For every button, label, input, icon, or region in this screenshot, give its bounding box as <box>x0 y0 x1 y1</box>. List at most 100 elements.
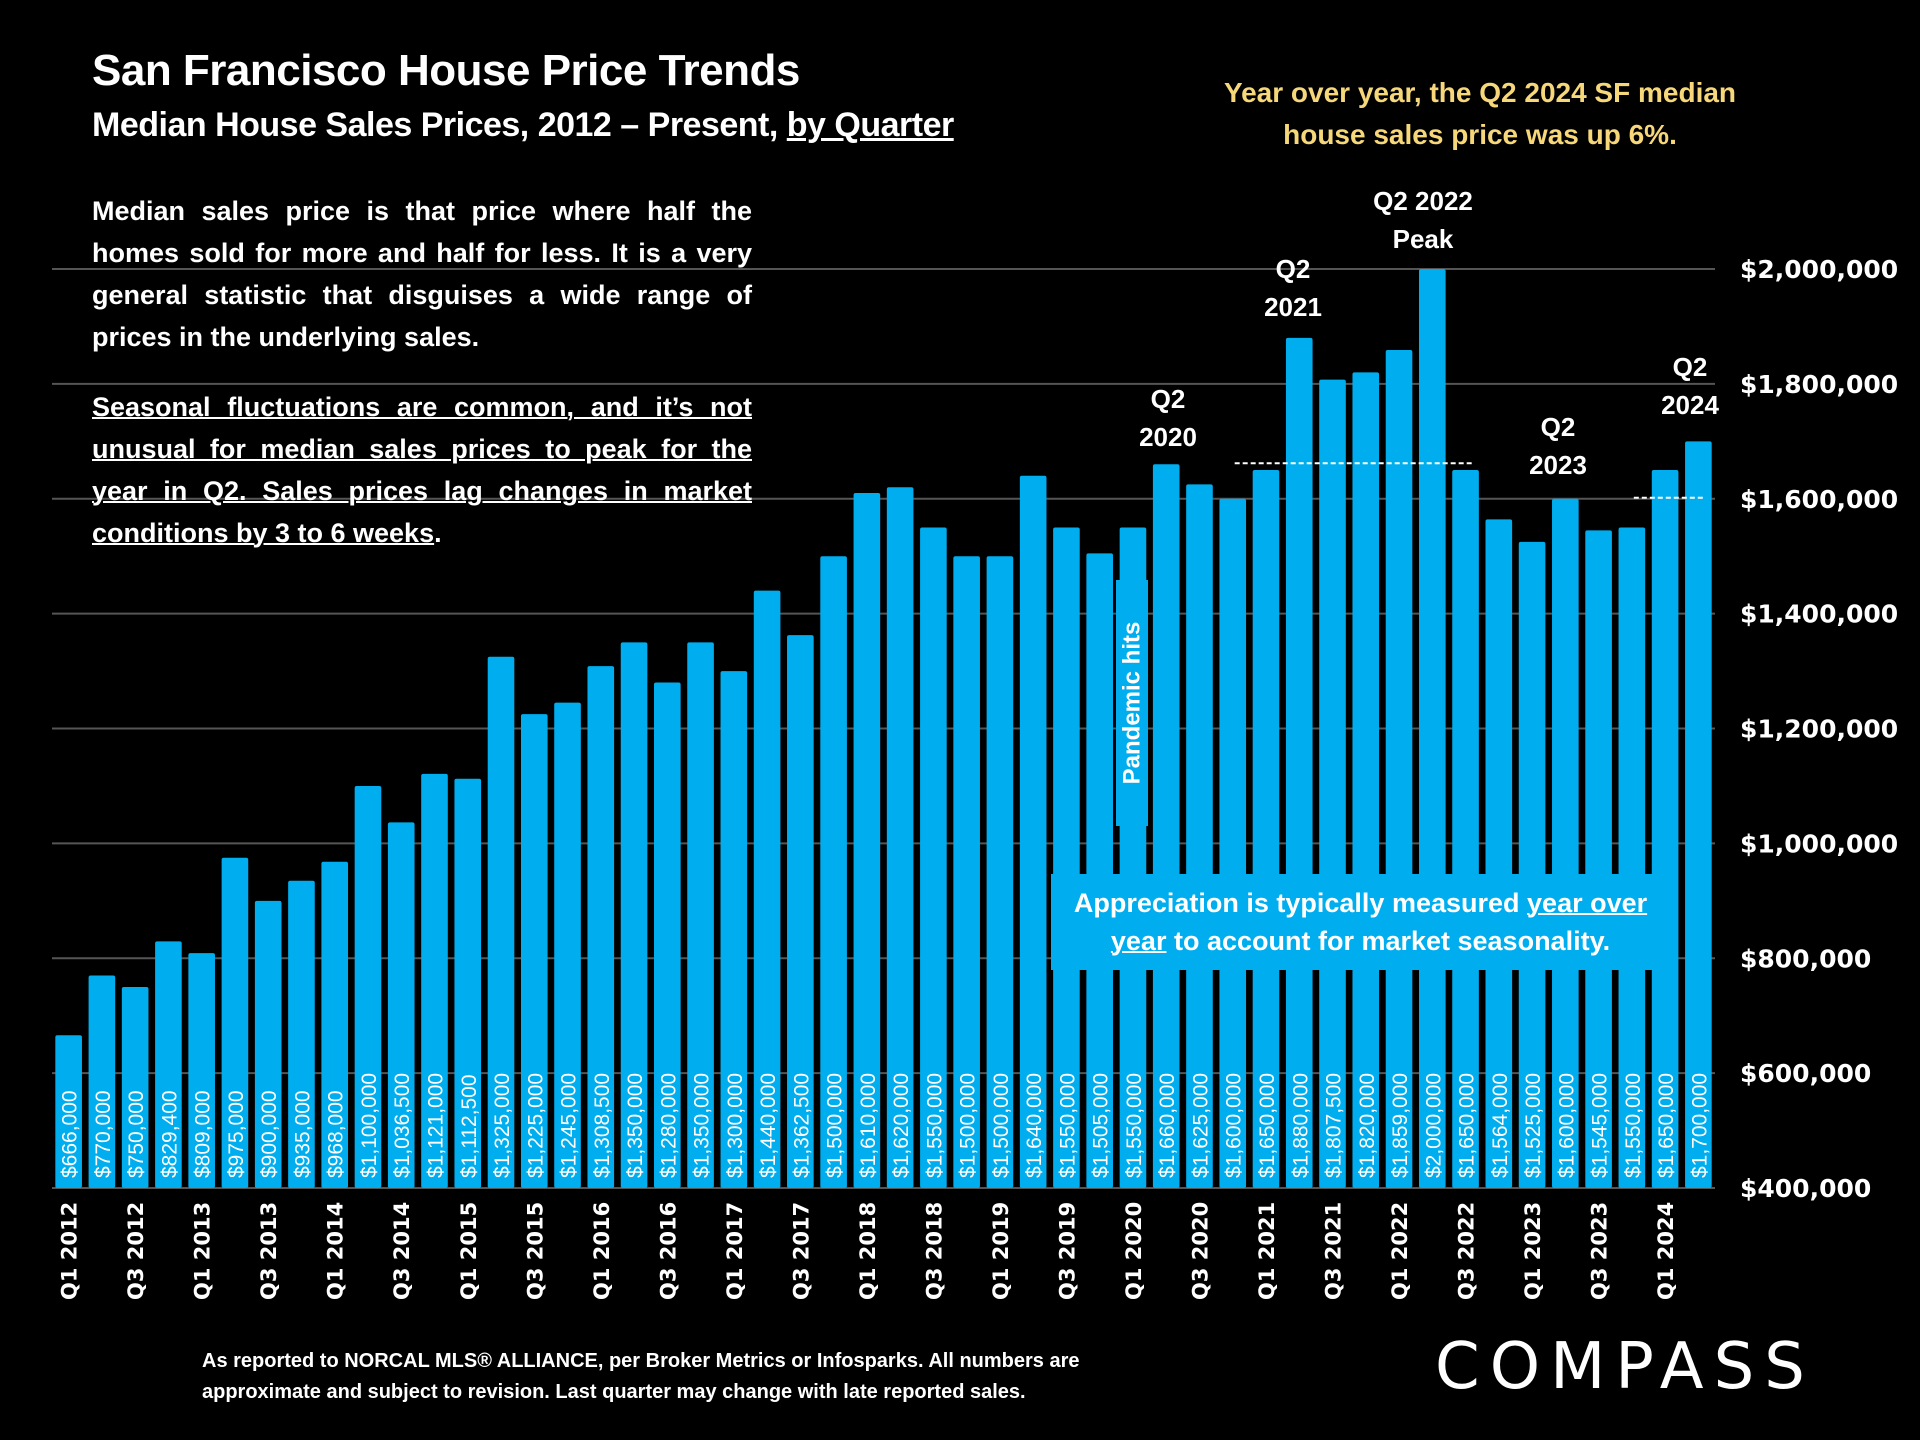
annotation-q2-2021-line2: 2021 <box>1264 292 1322 322</box>
bar-data-label: $2,000,000 <box>1422 1073 1445 1178</box>
bar-data-label: $1,112,500 <box>458 1074 481 1178</box>
bars <box>55 269 1712 1189</box>
x-tick-label: Q1 2013 <box>191 1202 215 1300</box>
y-tick-label: $400,000 <box>1740 1174 1871 1203</box>
bar-data-label: $935,000 <box>291 1090 314 1178</box>
appreciation-callout: Appreciation is typically measured year … <box>1051 874 1670 970</box>
bar <box>354 785 382 1188</box>
callout-underline-2: year <box>1110 926 1167 956</box>
bar-data-label: $900,000 <box>258 1090 281 1178</box>
x-tick-label: Q3 2017 <box>789 1202 813 1300</box>
x-tick-label: Q1 2012 <box>58 1202 82 1300</box>
footnote-line1: As reported to NORCAL MLS® ALLIANCE, per… <box>202 1350 1080 1372</box>
bar <box>554 702 581 1188</box>
pandemic-label-box: Pandemic hits <box>1116 580 1148 826</box>
bar <box>1152 464 1180 1189</box>
x-axis-labels: Q1 2012 Q3 2012 Q1 2013 Q3 2013 Q1 2014 Q3 20… <box>58 1202 1678 1300</box>
bar-data-label: $1,350,000 <box>624 1073 647 1178</box>
bar-data-label: $1,440,000 <box>757 1073 780 1178</box>
y-tick-label: $1,600,000 <box>1740 485 1898 514</box>
bar-data-label: $1,820,000 <box>1356 1073 1379 1178</box>
bar-data-label: $1,620,000 <box>890 1073 913 1178</box>
yoy-note: Year over year, the Q2 2024 SF median ho… <box>1175 72 1785 156</box>
seasonal-note-end: . <box>434 518 442 548</box>
y-tick-label: $1,000,000 <box>1740 829 1898 858</box>
bar <box>920 527 947 1188</box>
x-tick-label: Q3 2016 <box>656 1202 680 1300</box>
annotation-q2-2020: Q2 2020 <box>1118 380 1218 456</box>
bar-data-label: $1,807,500 <box>1323 1073 1346 1178</box>
y-tick-label: $2,000,000 <box>1740 255 1898 284</box>
bar-data-label: $1,550,000 <box>1622 1073 1645 1178</box>
bar <box>953 556 980 1188</box>
subtitle-by-quarter: by Quarter <box>786 106 954 144</box>
x-tick-label: Q1 2024 <box>1654 1202 1678 1300</box>
explanation-paragraph-2: Seasonal fluctuations are common, and it… <box>92 386 752 554</box>
reference-lines <box>1234 462 1706 499</box>
x-tick-label: Q3 2014 <box>390 1202 414 1300</box>
bar <box>853 493 881 1189</box>
bar <box>288 880 315 1188</box>
annotation-q2-2023-line2: 2023 <box>1529 450 1587 480</box>
callout-underline-1: year over <box>1527 888 1648 918</box>
x-tick-label: Q3 2021 <box>1322 1202 1346 1300</box>
bar-data-label: $1,362,500 <box>790 1073 813 1178</box>
bar <box>121 986 149 1188</box>
y-tick-label: $800,000 <box>1740 944 1871 973</box>
bar <box>1385 349 1413 1188</box>
bar-data-label: $1,100,000 <box>358 1073 381 1178</box>
x-tick-label: Q1 2022 <box>1388 1202 1412 1300</box>
bar-data-label: $975,000 <box>225 1090 248 1178</box>
bar <box>1485 519 1513 1188</box>
x-tick-label: Q3 2019 <box>1055 1202 1079 1300</box>
x-tick-label: Q1 2019 <box>989 1202 1013 1300</box>
source-footnote: As reported to NORCAL MLS® ALLIANCE, per… <box>202 1346 1080 1408</box>
chart-title: San Francisco House Price Trends <box>92 46 800 95</box>
yoy-note-line2: house sales price was up 6%. <box>1283 119 1677 150</box>
y-axis-labels: $400,000 $600,000 $800,000 $1,000,000 $1,200… <box>1740 255 1898 1203</box>
x-tick-label: Q3 2022 <box>1455 1202 1479 1300</box>
x-tick-label: Q3 2013 <box>257 1202 281 1300</box>
yoy-note-line1: Year over year, the Q2 2024 SF median <box>1223 77 1737 108</box>
callout-text-2: to account for market seasonality. <box>1166 926 1611 956</box>
bar-data-label: $1,600,000 <box>1555 1073 1578 1178</box>
annotation-q2-2024-line2: 2024 <box>1661 390 1719 420</box>
seasonal-note: Seasonal fluctuations are common, and it… <box>92 392 752 548</box>
bar <box>454 778 482 1188</box>
bar-data-label: $1,625,000 <box>1189 1073 1212 1178</box>
bar <box>421 773 448 1188</box>
bar <box>1285 337 1313 1188</box>
bar <box>188 953 215 1188</box>
bar-data-label: $1,505,000 <box>1090 1073 1113 1178</box>
bar <box>753 590 781 1188</box>
bar-data-label: $1,880,000 <box>1289 1073 1312 1178</box>
annotation-q2-2020-line2: 2020 <box>1139 422 1197 452</box>
x-tick-label: Q1 2021 <box>1255 1202 1279 1300</box>
annotation-q2-2022-peak: Q2 2022 Peak <box>1348 182 1498 258</box>
bar-data-label: $1,859,000 <box>1389 1073 1412 1178</box>
bar-data-label: $1,300,000 <box>724 1073 747 1178</box>
annotation-q2-2023-line1: Q2 <box>1540 412 1576 442</box>
median-explanation: Median sales price is that price where h… <box>92 190 752 582</box>
bar <box>1186 484 1213 1188</box>
bar <box>820 556 847 1188</box>
bar-data-label: $1,308,500 <box>591 1073 614 1178</box>
bar-data-label: $1,550,000 <box>1123 1073 1146 1178</box>
bar-data-label: $1,500,000 <box>957 1073 980 1178</box>
annotation-q2-2022-line2: Peak <box>1392 224 1454 254</box>
bar-data-label: $1,225,000 <box>524 1073 547 1178</box>
annotation-q2-2020-line1: Q2 <box>1150 384 1186 414</box>
bar <box>587 666 615 1188</box>
bar <box>1685 441 1712 1188</box>
bar <box>1219 498 1247 1188</box>
bar <box>787 635 814 1188</box>
bar <box>387 822 415 1188</box>
y-tick-label: $1,400,000 <box>1740 600 1898 629</box>
bar-data-label: $829,400 <box>158 1090 181 1178</box>
x-tick-label: Q1 2016 <box>590 1202 614 1300</box>
x-tick-label: Q3 2023 <box>1588 1202 1612 1300</box>
bar <box>88 975 116 1188</box>
bar-data-label: $1,121,000 <box>424 1073 447 1178</box>
bar <box>487 656 515 1188</box>
